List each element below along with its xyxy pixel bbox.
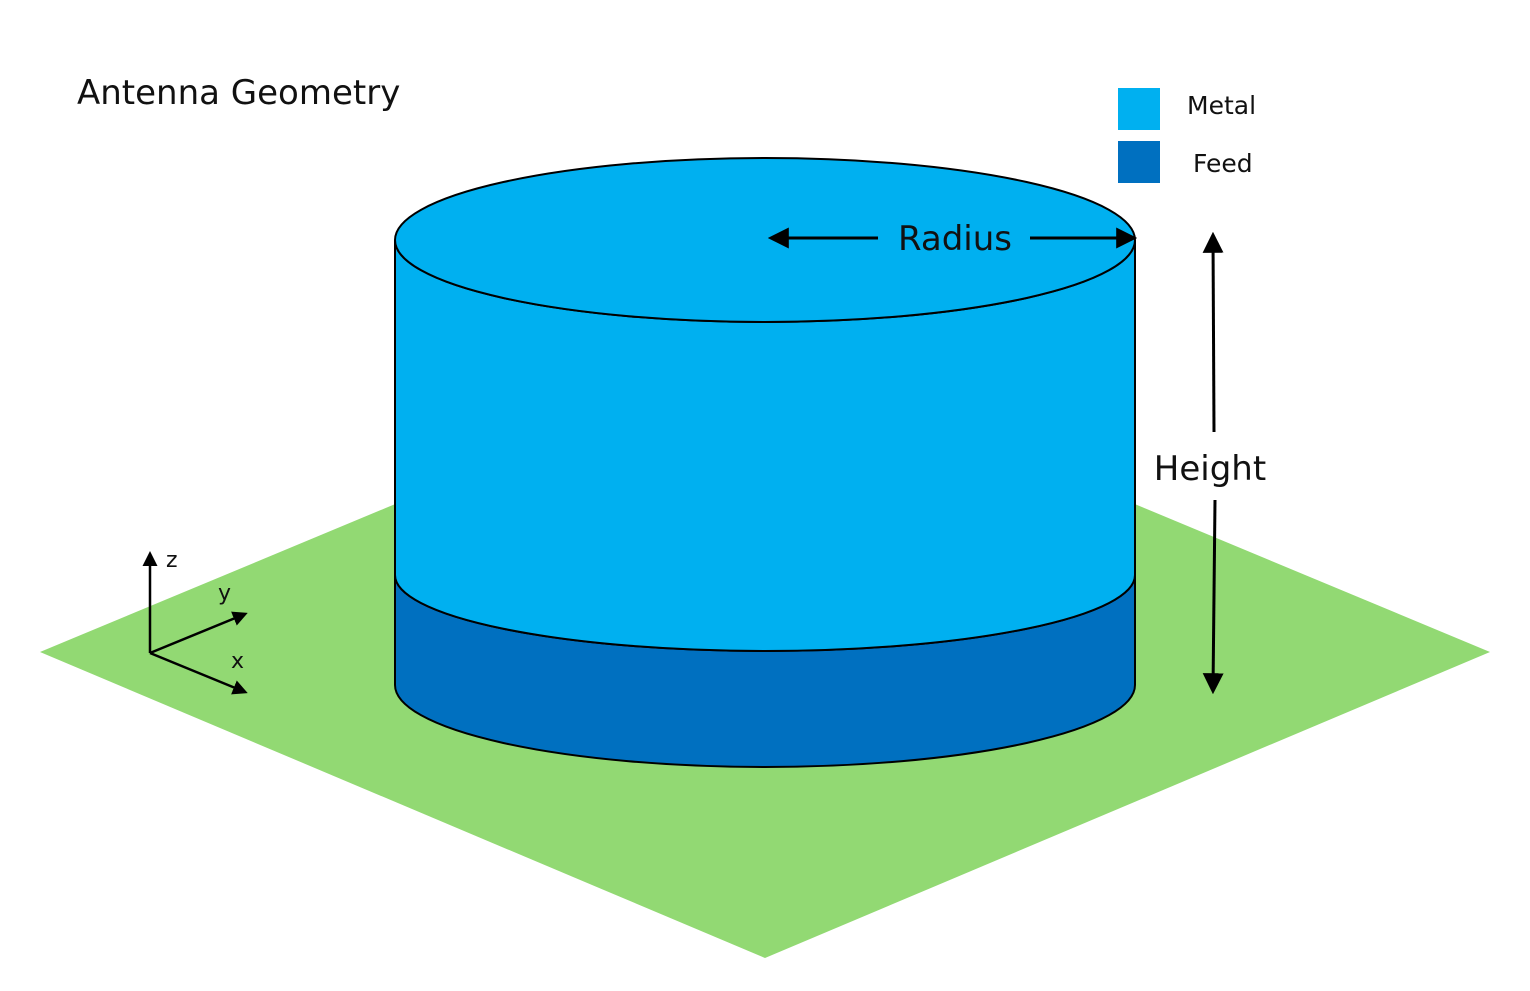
legend-label-feed: Feed (1193, 149, 1253, 178)
x-axis-label: x (231, 649, 244, 674)
radius-label: Radius (898, 219, 1012, 259)
height-arrow-down (1202, 499, 1224, 695)
legend-swatch-metal (1118, 88, 1160, 130)
z-axis-label: z (166, 548, 178, 573)
height-arrow-up (1202, 231, 1224, 433)
y-axis-line (149, 611, 248, 655)
y-axis-label: y (218, 581, 231, 606)
legend-label-metal: Metal (1187, 91, 1256, 120)
legend-swatch-feed (1118, 141, 1160, 183)
metal-cylinder-top (394, 157, 1136, 323)
x-axis-line (149, 651, 248, 695)
height-label: Height (1154, 449, 1266, 489)
diagram-title: Antenna Geometry (77, 73, 400, 113)
coordinate-axes: z y x (142, 548, 248, 695)
